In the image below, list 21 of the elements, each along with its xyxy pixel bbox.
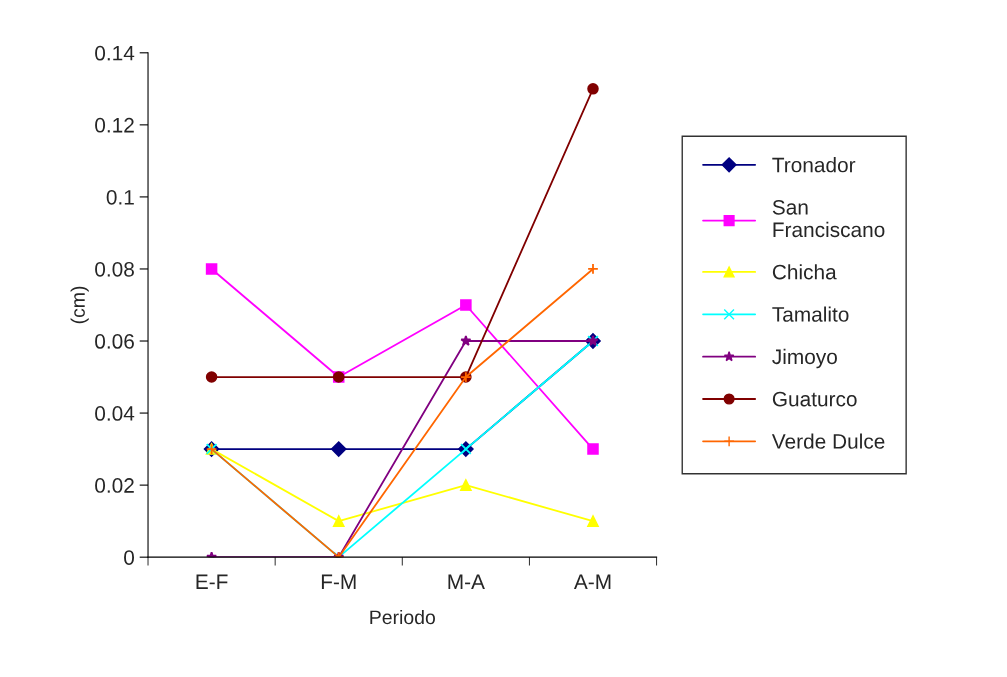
x-tick-label: A-M <box>573 574 611 589</box>
x-axis-title: Periodo <box>370 609 435 625</box>
y-tick-label: 0.08 <box>95 261 134 277</box>
y-tick-label: 0.12 <box>95 117 134 133</box>
legend-label: Guaturco <box>772 391 857 407</box>
x-tick-label: M-A <box>448 574 485 589</box>
y-axis-title: (cm) <box>70 286 89 324</box>
legend-label: San Franciscano <box>772 199 885 238</box>
y-tick-label: 0 <box>124 550 135 565</box>
x-tick-label: F-M <box>321 574 356 589</box>
x-tick-label: E-F <box>196 574 228 589</box>
legend-label: Jimoyo <box>772 348 837 369</box>
y-tick-label: 0.06 <box>95 334 134 349</box>
legend-label: Chicha <box>772 264 837 280</box>
legend-label: Verde Dulce <box>771 433 885 449</box>
y-tick-label: 0.14 <box>95 45 135 61</box>
legend-label: Tronador <box>772 157 856 173</box>
y-tick-label: 0.04 <box>95 406 135 421</box>
y-tick-label: 0.1 <box>106 189 134 205</box>
legend-label: Tamalito <box>772 306 849 322</box>
y-tick-label: 0.02 <box>95 478 134 493</box>
